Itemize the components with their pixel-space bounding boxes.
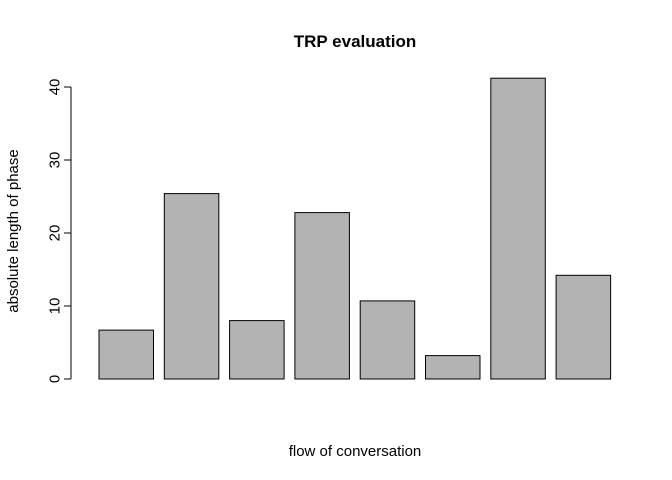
chart-title: TRP evaluation: [294, 32, 417, 51]
bar: [98, 329, 154, 380]
bar: [425, 355, 481, 380]
y-axis: 0 10 20 30 40: [46, 79, 72, 383]
bar: [555, 274, 612, 380]
y-axis-label: absolute length of phase: [5, 149, 22, 312]
y-tick-label: 10: [46, 298, 63, 315]
bar: [359, 300, 416, 380]
x-axis-label: flow of conversation: [289, 443, 422, 460]
bars: [98, 77, 612, 380]
bar: [163, 193, 220, 380]
y-tick-label: 20: [46, 225, 63, 242]
bar: [229, 320, 285, 380]
y-tick-label: 30: [46, 152, 63, 169]
y-tick-label: 0: [46, 375, 63, 383]
bar: [294, 212, 350, 380]
bar: [490, 77, 546, 380]
y-tick-label: 40: [46, 79, 63, 96]
